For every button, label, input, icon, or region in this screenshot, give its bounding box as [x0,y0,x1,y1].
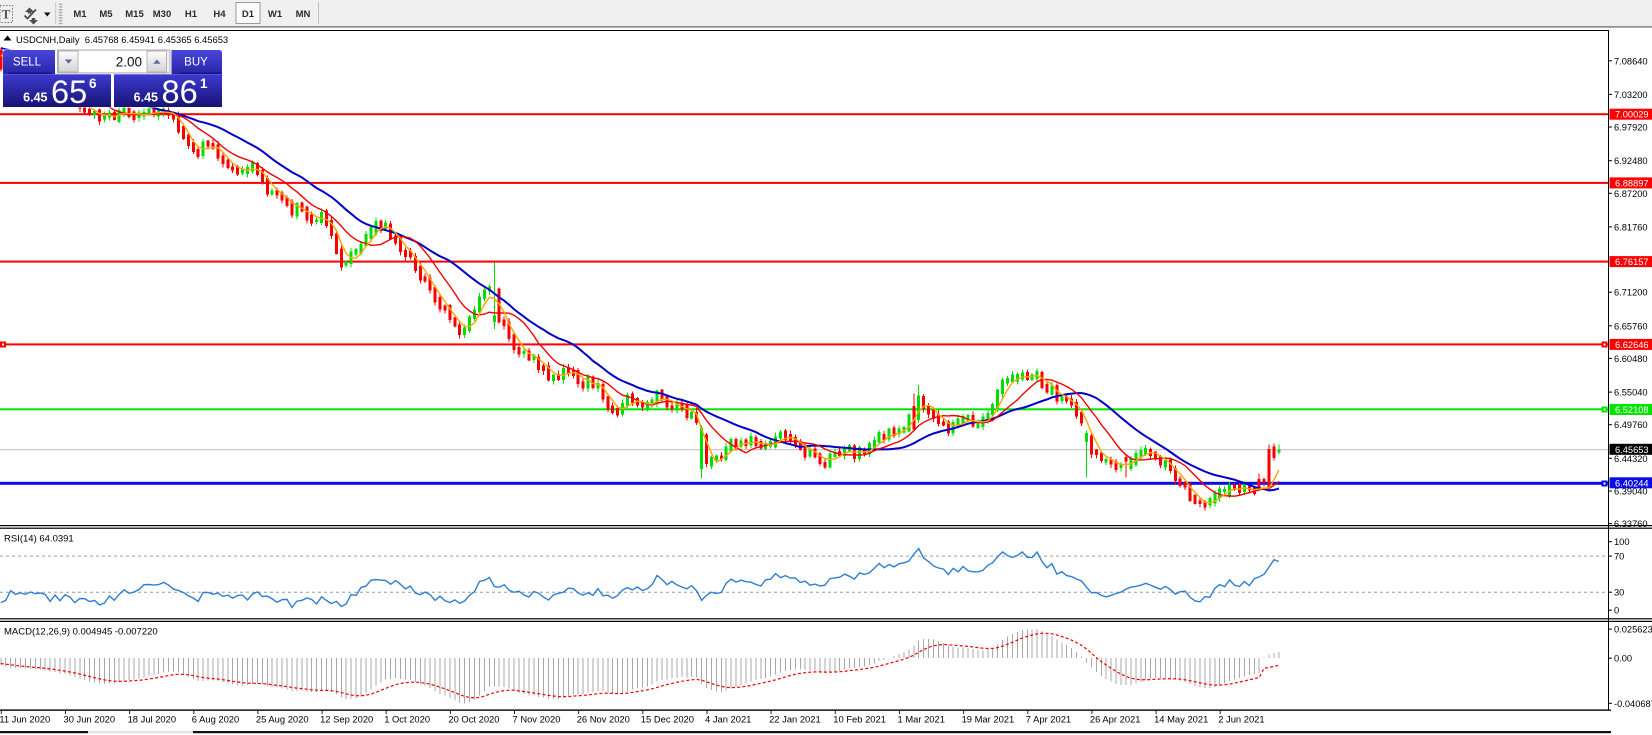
svg-text:7 Nov 2020: 7 Nov 2020 [513,714,561,725]
svg-text:7 Apr 2021: 7 Apr 2021 [1026,714,1071,725]
svg-text:H4: H4 [213,9,226,20]
svg-text:30: 30 [1614,588,1624,598]
svg-text:6: 6 [89,76,97,91]
svg-text:-0.040687: -0.040687 [1614,699,1652,709]
svg-text:1 Mar 2021: 1 Mar 2021 [898,714,945,725]
svg-text:15 Dec 2020: 15 Dec 2020 [641,714,694,725]
svg-text:6.39040: 6.39040 [1614,487,1648,497]
svg-text:6.45653: 6.45653 [1615,445,1649,455]
svg-text:70: 70 [1614,552,1624,562]
svg-text:65: 65 [51,74,87,110]
svg-text:6.52108: 6.52108 [1615,405,1649,415]
svg-text:W1: W1 [268,9,283,20]
svg-text:MN: MN [296,9,311,20]
svg-text:M30: M30 [153,9,171,20]
svg-text:2.00: 2.00 [116,55,142,70]
svg-text:M15: M15 [125,9,144,20]
svg-text:1: 1 [200,76,208,91]
svg-text:MACD(12,26,9) 0.004945 -0.0072: MACD(12,26,9) 0.004945 -0.007220 [4,626,158,637]
svg-text:6.87200: 6.87200 [1614,189,1648,199]
svg-text:22 Jan 2021: 22 Jan 2021 [769,714,821,725]
svg-text:18 Jul 2020: 18 Jul 2020 [128,714,176,725]
svg-text:26 Nov 2020: 26 Nov 2020 [577,714,630,725]
svg-text:6.60480: 6.60480 [1614,354,1648,364]
svg-text:6.33760: 6.33760 [1614,519,1648,529]
svg-text:2 Jun 2021: 2 Jun 2021 [1218,714,1264,725]
svg-text:BUY: BUY [184,57,208,69]
svg-text:7.03200: 7.03200 [1614,90,1648,100]
svg-text:19 Mar 2021: 19 Mar 2021 [962,714,1015,725]
svg-text:6.40244: 6.40244 [1615,478,1649,488]
svg-text:6.71200: 6.71200 [1614,288,1648,298]
svg-text:6.44320: 6.44320 [1614,454,1648,464]
svg-text:6.88897: 6.88897 [1615,178,1649,188]
svg-text:6.97920: 6.97920 [1614,123,1648,133]
svg-text:H1: H1 [185,9,198,20]
svg-text:25 Aug 2020: 25 Aug 2020 [256,714,309,725]
svg-text:26 Apr 2021: 26 Apr 2021 [1090,714,1141,725]
svg-text:6.81760: 6.81760 [1614,222,1648,232]
svg-text:30 Jun 2020: 30 Jun 2020 [64,714,116,725]
svg-text:M1: M1 [73,9,87,20]
svg-text:86: 86 [162,74,198,110]
svg-text:T: T [2,7,11,22]
svg-text:1 Oct 2020: 1 Oct 2020 [384,714,430,725]
svg-text:11 Jun 2020: 11 Jun 2020 [0,714,50,725]
svg-text:USDCNH,Daily 6.45768 6.45941: USDCNH,Daily 6.45768 6.45941 6.45365 6.4… [16,34,228,45]
svg-text:D1: D1 [242,9,255,20]
svg-text:7.00029: 7.00029 [1615,110,1649,120]
svg-text:6.55040: 6.55040 [1614,388,1648,398]
svg-text:RSI(14) 64.0391: RSI(14) 64.0391 [4,534,74,545]
svg-text:6.76157: 6.76157 [1615,257,1649,267]
svg-text:12 Sep 2020: 12 Sep 2020 [320,714,373,725]
svg-text:6.45: 6.45 [23,91,47,105]
svg-text:10 Feb 2021: 10 Feb 2021 [833,714,886,725]
svg-text:6.62646: 6.62646 [1615,340,1649,350]
svg-text:4 Jan 2021: 4 Jan 2021 [705,714,751,725]
svg-text:14 May 2021: 14 May 2021 [1154,714,1208,725]
svg-text:6.45: 6.45 [134,91,158,105]
svg-text:7.08640: 7.08640 [1614,56,1648,66]
svg-text:20 Oct 2020: 20 Oct 2020 [448,714,499,725]
svg-text:M5: M5 [99,9,113,20]
svg-text:100: 100 [1614,537,1630,547]
svg-text:6.49760: 6.49760 [1614,420,1648,430]
svg-text:6.92480: 6.92480 [1614,156,1648,166]
svg-text:0.025623: 0.025623 [1614,625,1652,635]
svg-text:6 Aug 2020: 6 Aug 2020 [192,714,239,725]
svg-text:0.00: 0.00 [1614,654,1632,664]
svg-text:0: 0 [1614,606,1619,616]
svg-text:SELL: SELL [13,57,42,69]
svg-text:6.65760: 6.65760 [1614,321,1648,331]
